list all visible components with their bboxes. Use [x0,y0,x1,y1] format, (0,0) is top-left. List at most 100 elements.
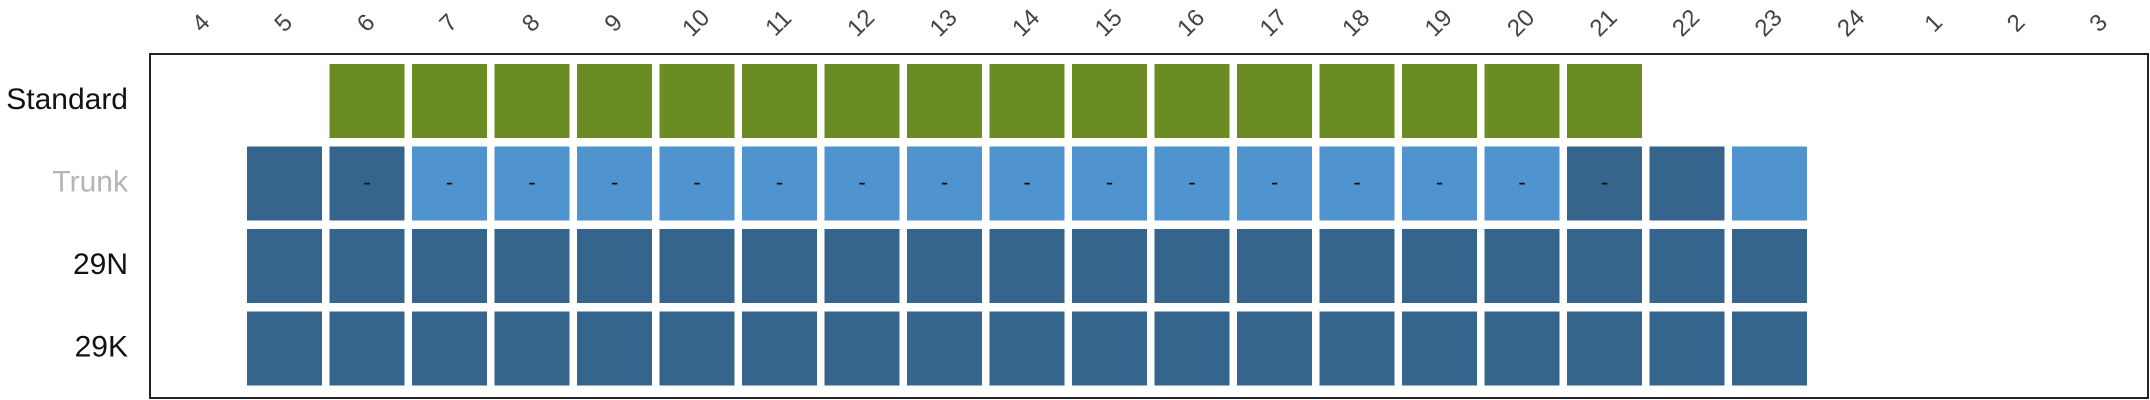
heatmap-cell [577,146,652,221]
row-labels: Standard Trunk 29N 29K [6,83,129,364]
heatmap-cell [1567,311,1642,386]
heatmap-cell [824,311,900,386]
row-label: Standard [6,83,128,116]
heatmap-cell [824,146,900,221]
hour-tick-label: 19 [1420,4,1458,42]
heatmap-cell [494,64,570,138]
heatmap-cell [907,311,982,386]
heatmap-cell [824,64,900,138]
heatmap-cell [247,146,322,221]
heatmap-cell [742,311,817,386]
heatmap-cell [329,311,405,386]
cell-label: - [1023,169,1030,194]
heatmap-cell [1237,64,1312,138]
heatmap-cell [1154,146,1230,221]
heatmap-cell [989,64,1065,138]
hour-tick-label: 15 [1090,4,1128,42]
heatmap-cell [659,146,735,221]
hour-tick-label: 3 [2084,9,2113,38]
hour-tick-label: 5 [269,9,298,38]
heatmap-cell [1072,311,1147,386]
cell-label: - [363,169,370,194]
hour-tick-label: 11 [760,5,797,42]
heatmap-cell [1154,229,1230,303]
heatmap-cell [1649,311,1725,386]
hour-tick-label: 8 [517,9,546,38]
heatmap-cell [1319,311,1395,386]
heatmap-cell [577,311,652,386]
heatmap-cell [577,64,652,138]
heatmap-cell [1484,64,1560,138]
heatmap-cell [742,229,817,303]
heatmap-cell [412,146,487,221]
hour-tick-label: 22 [1667,4,1705,42]
hour-tick-label: 7 [434,9,463,38]
cell-label: - [1436,169,1443,194]
heatmap-cell [494,229,570,303]
heatmap-cell [1154,311,1230,386]
heatmap-cell [742,64,817,138]
heatmap-cells: ---------------- [247,64,1807,386]
cell-label: - [941,169,948,194]
cell-label: - [611,169,618,194]
heatmap-cell [1154,64,1230,138]
heatmap-cell [494,311,570,386]
heatmap-cell [1237,146,1312,221]
heatmap-cell [1567,64,1642,138]
heatmap-cell [742,146,817,221]
cell-label: - [1188,169,1195,194]
cell-label: - [693,169,700,194]
hour-tick-label: 21 [1585,4,1623,42]
heatmap-cell [1402,311,1477,386]
heatmap-cell [1402,146,1477,221]
heatmap-cell [1072,64,1147,138]
heatmap-cell [247,229,322,303]
heatmap-cell [989,311,1065,386]
hour-tick-label: 10 [677,4,715,42]
heatmap-cell [329,64,405,138]
cell-label: - [528,169,535,194]
cell-label: - [1106,169,1113,194]
heatmap-cell [907,146,982,221]
hour-tick-label: 20 [1502,4,1540,42]
hour-tick-label: 18 [1337,4,1375,42]
heatmap-cell [989,146,1065,221]
heatmap-cell [1484,311,1560,386]
heatmap-cell [1319,229,1395,303]
heatmap-cell [1484,229,1560,303]
heatmap-cell [1649,229,1725,303]
heatmap-cell [412,311,487,386]
cell-label: - [776,169,783,194]
hour-tick-label: 6 [352,9,381,38]
heatmap-cell [1484,146,1560,221]
cell-label: - [1271,169,1278,194]
heatmap-cell [907,64,982,138]
cell-label: - [446,169,453,194]
hour-tick-label: 16 [1172,4,1210,42]
heatmap-cell [577,229,652,303]
row-label: 29K [75,330,128,363]
heatmap-cell [1237,311,1312,386]
heatmap-cell [1237,229,1312,303]
hour-tick-label: 24 [1832,4,1870,42]
heatmap-cell [1567,229,1642,303]
plot-frame [149,53,2149,399]
heatmap-cell [659,311,735,386]
heatmap-cell [989,229,1065,303]
hour-axis: 4 5 6 7 8 9 10 11 12 13 14 15 16 17 18 19 20 21 22 23 24 1 2 3 [187,4,2113,42]
row-label: Trunk [52,165,129,198]
hour-tick-label: 1 [1919,9,1948,38]
cell-label: - [1518,169,1525,194]
heatmap-cell [1567,146,1642,221]
heatmap-cell [824,229,900,303]
heatmap-cell [1732,229,1807,303]
hour-tick-label: 23 [1750,4,1788,42]
heatmap-cell [247,311,322,386]
heatmap-cell [329,146,405,221]
heatmap-cell [659,229,735,303]
heatmap-cell [659,64,735,138]
hour-tick-label: 13 [925,4,963,42]
row-label: 29N [73,248,128,281]
heatmap-cell [1319,146,1395,221]
